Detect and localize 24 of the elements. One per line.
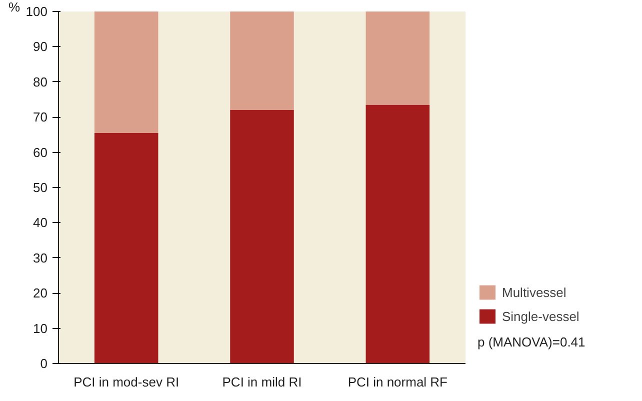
y-tick-label: 0 — [40, 356, 48, 371]
legend-label: Multivessel — [502, 284, 568, 300]
y-tick-label: 90 — [33, 39, 48, 54]
bar — [366, 12, 430, 105]
y-tick-label: 20 — [33, 286, 48, 301]
bar — [230, 12, 294, 110]
text: p (MANOVA)=0.41 — [478, 334, 586, 350]
bar — [94, 12, 158, 133]
bar — [366, 104, 430, 364]
y-tick-label: 10 — [33, 320, 48, 336]
y-axis-title: % — [8, 0, 20, 14]
y-tick-label: 80 — [33, 74, 48, 90]
y-tick-label: 50 — [33, 180, 48, 195]
bar — [94, 132, 158, 364]
x-tick-label: PCI in normal RF — [348, 374, 448, 390]
y-tick-label: 100 — [26, 4, 48, 19]
y-tick-label: 70 — [33, 110, 48, 125]
x-tick-label: PCI in mild RI — [222, 374, 302, 390]
bar — [230, 110, 294, 364]
y-tick-label: 30 — [33, 250, 48, 266]
x-tick-label: PCI in mod-sev RI — [74, 374, 180, 390]
y-tick-label: 40 — [33, 215, 48, 230]
y-tick-label: 60 — [33, 144, 48, 160]
legend-label: Single-vessel — [502, 308, 580, 324]
